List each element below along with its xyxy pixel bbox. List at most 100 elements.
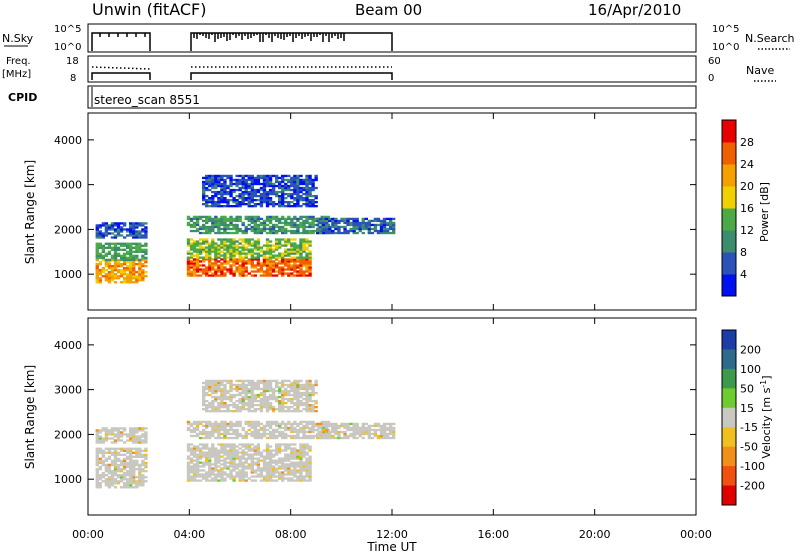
velocity-cell bbox=[274, 397, 279, 401]
velocity-cell bbox=[101, 437, 106, 440]
power-cell bbox=[253, 180, 258, 184]
power-cell bbox=[287, 223, 291, 227]
power-cell bbox=[223, 272, 227, 275]
power-cell bbox=[220, 176, 224, 180]
power-colorbar-swatch bbox=[722, 252, 736, 275]
velocity-cell bbox=[247, 453, 251, 456]
power-cell bbox=[247, 248, 251, 251]
power-cell bbox=[293, 242, 297, 245]
power-cell bbox=[113, 275, 118, 278]
velocity-cell bbox=[116, 431, 121, 434]
velocity-cell bbox=[262, 463, 267, 466]
power-cell bbox=[388, 223, 393, 227]
power-cell bbox=[250, 205, 254, 208]
velocity-cell bbox=[250, 403, 254, 407]
velocity-cell bbox=[211, 422, 215, 426]
velocity-cell bbox=[316, 428, 320, 432]
velocity-cell bbox=[259, 407, 264, 411]
velocity-cell bbox=[232, 383, 236, 387]
velocity-cell bbox=[223, 430, 227, 434]
velocity-cell bbox=[141, 480, 145, 483]
velocity-cell bbox=[349, 422, 353, 426]
velocity-cell bbox=[107, 431, 112, 434]
power-cell bbox=[244, 266, 248, 269]
power-cell bbox=[385, 217, 390, 221]
velocity-cell bbox=[367, 428, 372, 432]
power-cell bbox=[238, 272, 242, 275]
velocity-cell bbox=[113, 453, 118, 456]
velocity-cell bbox=[132, 474, 136, 477]
power-cell bbox=[226, 231, 230, 235]
velocity-cell bbox=[235, 475, 239, 478]
velocity-cell bbox=[132, 451, 136, 454]
power-cell bbox=[113, 262, 118, 266]
power-cell bbox=[284, 192, 288, 196]
velocity-cell bbox=[334, 426, 338, 430]
velocity-cell bbox=[223, 479, 227, 482]
velocity-cell bbox=[278, 451, 282, 454]
velocity-cell bbox=[334, 424, 338, 428]
velocity-cell bbox=[211, 445, 215, 448]
velocity-cell bbox=[202, 451, 206, 454]
velocity-cell bbox=[314, 383, 318, 387]
power-cell bbox=[250, 266, 254, 269]
velocity-cell bbox=[278, 447, 282, 450]
velocity-colorbar-frame bbox=[721, 329, 737, 506]
power-cell bbox=[256, 176, 261, 180]
power-cell bbox=[256, 231, 261, 235]
power-cell bbox=[290, 176, 294, 180]
power-cell bbox=[232, 223, 236, 227]
power-cell bbox=[281, 178, 285, 182]
power-cell bbox=[284, 268, 288, 271]
power-cell bbox=[265, 194, 270, 198]
velocity-cell bbox=[208, 383, 212, 387]
power-cell bbox=[144, 275, 148, 278]
power-cell bbox=[220, 182, 224, 186]
velocity-cell bbox=[293, 479, 297, 482]
power-cell bbox=[126, 275, 130, 278]
power-cell bbox=[138, 269, 142, 272]
velocity-cell bbox=[235, 405, 239, 409]
velocity-cell bbox=[305, 407, 309, 411]
velocity-cell bbox=[281, 463, 285, 466]
power-cell bbox=[302, 192, 306, 196]
velocity-cell bbox=[302, 397, 306, 401]
velocity-cell bbox=[268, 455, 273, 458]
power-cell bbox=[113, 250, 118, 253]
power-cell bbox=[223, 180, 227, 184]
velocity-cell bbox=[110, 463, 115, 467]
power-cell bbox=[278, 268, 282, 271]
power-cell bbox=[223, 184, 227, 188]
velocity-cell bbox=[138, 484, 142, 487]
velocity-cell bbox=[244, 422, 248, 426]
power-cell bbox=[253, 221, 258, 225]
velocity-cell bbox=[325, 428, 329, 432]
power-cell bbox=[305, 252, 309, 255]
power-cell bbox=[116, 246, 121, 249]
power-cell bbox=[268, 176, 273, 180]
power-cell bbox=[122, 254, 127, 258]
velocity-cell bbox=[214, 410, 218, 413]
power-cell bbox=[208, 258, 212, 261]
velocity-cell bbox=[259, 399, 264, 403]
power-cell bbox=[253, 227, 258, 231]
velocity-cell bbox=[220, 475, 224, 478]
power-cell bbox=[352, 231, 356, 235]
power-colorbar-swatch bbox=[722, 230, 736, 253]
velocity-cell bbox=[144, 441, 148, 444]
velocity-cell bbox=[235, 410, 239, 413]
power-cell bbox=[247, 252, 251, 255]
velocity-cell bbox=[211, 453, 215, 456]
velocity-cell bbox=[271, 428, 276, 432]
velocity-cell bbox=[214, 420, 218, 424]
velocity-cell bbox=[244, 389, 248, 393]
velocity-cell bbox=[205, 381, 209, 385]
velocity-cell bbox=[232, 463, 236, 466]
velocity-cell bbox=[290, 473, 294, 476]
velocity-cell bbox=[308, 428, 312, 432]
velocity-cell bbox=[271, 465, 276, 468]
velocity-cell bbox=[223, 459, 227, 462]
power-cell bbox=[299, 258, 303, 261]
velocity-cell bbox=[247, 401, 251, 405]
velocity-cell bbox=[244, 379, 248, 383]
